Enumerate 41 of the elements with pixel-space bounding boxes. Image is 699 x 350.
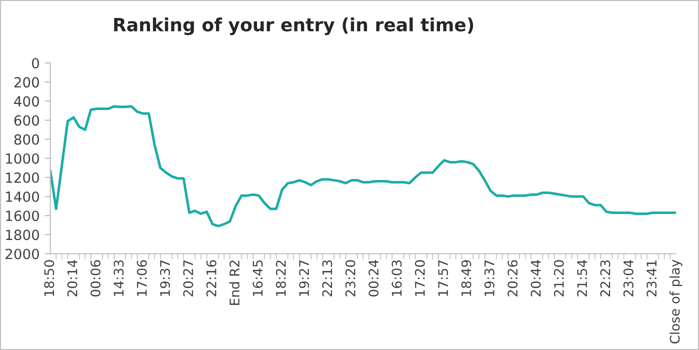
x-tick-label: 19:37 [484,260,494,296]
x-tick-label: 16:45 [252,260,263,296]
x-tick-label: 17:57 [438,260,448,296]
x-tick-label: 19:27 [299,260,310,296]
chart-title: Ranking of your entry (in real time) [114,18,474,36]
x-tick-label: 19:37 [160,260,170,296]
x-tick-label: 18:49 [461,260,472,296]
x-tick-label: 16:03 [392,260,402,296]
y-tick-label: 1000 [6,153,39,164]
x-tick-label: 14:33 [114,260,124,296]
x-tick-label: 21:20 [554,260,564,296]
x-tick-label: 18:50 [44,260,54,296]
y-tick-label: 2000 [6,248,39,260]
y-tick-label: 600 [14,115,39,126]
y-tick-label: 800 [14,134,39,145]
x-tick-label: 23:04 [623,260,634,296]
x-tick-label: 00:24 [368,260,379,296]
x-tick-label: 23:20 [345,260,356,296]
x-tick-label: 20:14 [67,260,78,296]
x-tick-label: 21:54 [577,260,588,296]
x-tick-label: 20:44 [530,260,541,296]
y-tick-label: 1800 [6,230,39,240]
x-tick-label: 22:16 [206,260,216,296]
y-tick-label: 1400 [6,191,39,202]
x-tick-label: End R2 [229,260,240,305]
y-tick-label: 400 [14,96,39,107]
x-tick-label: 23:41 [646,260,657,296]
x-tick-label: 00:06 [90,260,100,296]
y-tick-label: 0 [32,58,39,68]
x-tick-label: 20:27 [183,260,194,296]
x-tick-label: Close of play [670,260,682,344]
y-tick-label: 1600 [6,210,39,222]
y-tick-label: 1200 [6,172,39,183]
x-tick-label: 20:26 [508,260,518,296]
x-tick-label: 17:20 [414,260,425,296]
x-tick-label: 22:13 [322,260,332,296]
x-tick-label: 17:06 [136,260,147,296]
x-tick-label: 18:22 [276,260,286,296]
y-tick-label: 200 [14,77,39,88]
line-series [50,105,676,228]
x-tick-label: 22:23 [600,260,610,296]
